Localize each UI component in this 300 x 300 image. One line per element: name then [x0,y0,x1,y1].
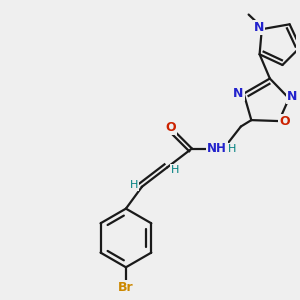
Text: NH: NH [207,142,227,155]
Text: O: O [279,115,290,128]
Text: N: N [233,87,244,100]
Text: H: H [171,165,179,175]
Text: H: H [130,180,138,190]
Text: N: N [254,21,264,34]
Text: N: N [287,90,297,104]
Text: H: H [228,143,236,154]
Text: O: O [165,121,176,134]
Text: Br: Br [118,281,134,294]
